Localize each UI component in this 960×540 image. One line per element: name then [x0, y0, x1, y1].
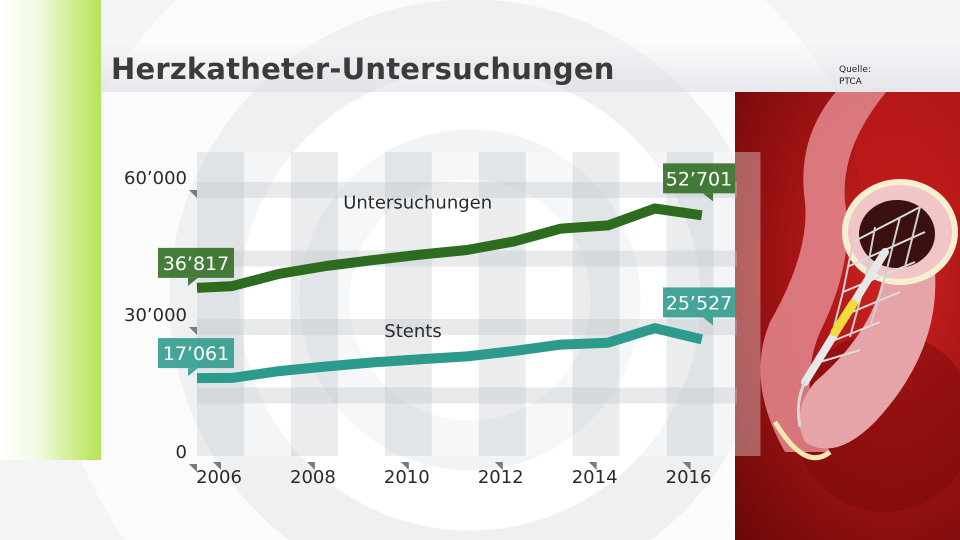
value-label-pointer — [703, 193, 713, 202]
x-tick-mark — [682, 462, 691, 470]
grid-band — [197, 319, 737, 335]
series-line — [196, 203, 703, 293]
value-label-pointer — [188, 368, 198, 377]
value-label-pointer — [188, 277, 198, 286]
x-tick-label: 2008 — [290, 467, 336, 488]
x-tick-label: 2010 — [384, 467, 430, 488]
y-tick-mark — [189, 190, 197, 198]
chart-labels: 0 30’000 60’000 2006 2008 2010 2012 2014 2016 Unt… — [124, 163, 735, 488]
value-label: 52’701 — [666, 168, 732, 190]
stent-illustration — [735, 92, 960, 540]
grid-column — [619, 152, 667, 456]
value-label-box — [158, 338, 234, 369]
series-label: Stents — [384, 321, 441, 342]
grid-column — [290, 152, 338, 456]
chart-grid — [197, 152, 761, 456]
value-label-box — [663, 287, 735, 318]
grid-band — [197, 182, 737, 198]
series-label: Untersuchungen — [343, 193, 492, 214]
grid-column — [431, 152, 479, 456]
grid-column — [243, 152, 291, 456]
grid-column — [478, 152, 526, 456]
title-band — [101, 40, 960, 92]
x-tick-mark — [494, 462, 503, 470]
grid-column — [384, 152, 432, 456]
chart-series — [196, 203, 703, 384]
y-tick-label: 0 — [176, 442, 187, 463]
chart-title: Herzkatheter-Untersuchungen — [111, 52, 615, 86]
x-tick-label: 2014 — [572, 467, 618, 488]
grid-column — [525, 152, 573, 456]
series-line — [196, 323, 703, 384]
y-tick-mark — [189, 327, 197, 335]
source-note: Quelle: PTCA — [839, 64, 871, 88]
x-tick-mark — [213, 462, 221, 470]
x-tick-mark — [588, 462, 597, 470]
value-label-box — [663, 163, 735, 194]
grid-band — [197, 387, 737, 404]
x-tick-label: 2006 — [196, 467, 242, 488]
value-label-box — [158, 247, 234, 278]
y-tick-label: 30’000 — [124, 305, 187, 326]
x-tick-label: 2012 — [478, 467, 524, 488]
y-tick-mark — [189, 464, 197, 472]
value-label: 25’527 — [666, 292, 732, 314]
x-tick-mark — [306, 462, 315, 470]
grid-column — [572, 152, 620, 456]
source-label: Quelle: — [839, 65, 871, 75]
y-tick-label: 60’000 — [124, 168, 187, 189]
x-tick-label: 2016 — [666, 467, 712, 488]
value-label: 36’817 — [163, 253, 229, 275]
value-label: 17’061 — [163, 343, 229, 365]
accent-bar — [0, 0, 101, 460]
source-value: PTCA — [839, 77, 862, 87]
grid-column — [337, 152, 385, 456]
value-label-pointer — [703, 317, 713, 326]
x-tick-mark — [400, 462, 409, 470]
grid-column — [197, 152, 244, 456]
